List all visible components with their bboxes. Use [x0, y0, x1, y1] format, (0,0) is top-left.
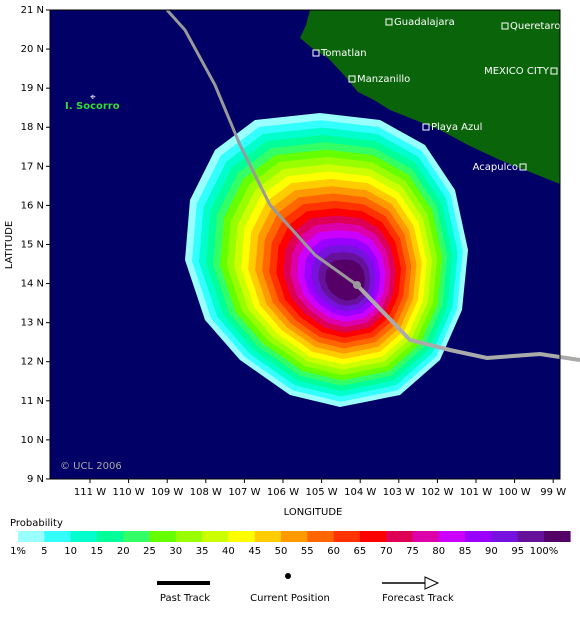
y-tick-label: 20 N: [21, 44, 44, 55]
y-tick-label: 19 N: [21, 83, 44, 94]
colorbar-label: 55: [301, 546, 314, 557]
colorbar-label: 65: [354, 546, 367, 557]
y-tick-label: 11 N: [21, 396, 44, 407]
colorbar-label: 75: [406, 546, 419, 557]
colorbar-cell: [465, 531, 492, 542]
y-tick-label: 12 N: [21, 357, 44, 368]
x-tick-label: 100 W: [499, 487, 531, 498]
place-label: Queretaro: [510, 21, 560, 32]
y-tick-label: 18 N: [21, 122, 44, 133]
colorbar-cell: [359, 531, 387, 542]
past-track: [165, 8, 358, 287]
legend-title: Probability: [10, 518, 63, 529]
forecast-key-arrow: [424, 576, 440, 590]
colorbar-label: 10: [64, 546, 77, 557]
x-tick-label: 106 W: [267, 487, 299, 498]
place-marker: [348, 75, 356, 83]
y-tick-label: 17 N: [21, 161, 44, 172]
colorbar-cell: [412, 531, 440, 542]
colorbar-label: 95: [511, 546, 524, 557]
position-key: [285, 573, 291, 579]
y-tick-label: 9 N: [27, 474, 44, 485]
credit: © UCL 2006: [60, 461, 122, 472]
x-tick-label: 103 W: [383, 487, 415, 498]
colorbar-cell: [544, 531, 571, 542]
place-marker: [385, 18, 393, 26]
place-marker: [312, 49, 320, 57]
colorbar-cell: [254, 531, 282, 542]
colorbar-label: 70: [380, 546, 393, 557]
x-tick-label: 105 W: [306, 487, 338, 498]
x-tick-label: 111 W: [74, 487, 106, 498]
colorbar-label: 5: [41, 546, 47, 557]
x-tick-label: 110 W: [113, 487, 145, 498]
colorbar-cell: [70, 531, 98, 542]
y-tick-label: 16 N: [21, 200, 44, 211]
place-label: Playa Azul: [431, 122, 482, 133]
colorbar-label: 15: [91, 546, 104, 557]
y-tick-label: 14 N: [21, 279, 44, 290]
colorbar-cell: [333, 531, 361, 542]
y-axis-label: LATITUDE: [4, 221, 15, 269]
colorbar-label: 20: [117, 546, 130, 557]
colorbar-cell: [202, 531, 229, 542]
colorbar-cell: [44, 531, 71, 542]
colorbar-cell: [18, 531, 45, 542]
colorbar-label: 100%: [530, 546, 559, 557]
colorbar-cell: [517, 531, 545, 542]
colorbar-label: 85: [459, 546, 472, 557]
place-marker: [550, 67, 558, 75]
x-tick-label: 107 W: [228, 487, 260, 498]
colorbar-cell: [96, 531, 124, 542]
colorbar-cell: [228, 531, 255, 542]
place-label: Tomatlan: [320, 48, 367, 59]
y-tick-label: 21 N: [21, 5, 44, 16]
x-tick-label: 101 W: [460, 487, 492, 498]
legend-current: Current Position: [250, 593, 330, 604]
colorbar-label: 45: [248, 546, 261, 557]
y-tick-label: 15 N: [21, 239, 44, 250]
colorbar-cell: [123, 531, 150, 542]
land: [300, 10, 560, 184]
place-marker: [422, 123, 430, 131]
legend-past: Past Track: [160, 593, 210, 604]
y-tick-label: 13 N: [21, 318, 44, 329]
island-label: I. Socorro: [65, 101, 120, 112]
colorbar-cell: [149, 531, 177, 542]
place-marker: [501, 22, 509, 30]
colorbar-cell: [175, 531, 203, 542]
colorbar-cell: [438, 531, 466, 542]
colorbar-label: 40: [222, 546, 235, 557]
place-label: Manzanillo: [357, 74, 410, 85]
colorbar-label: 35: [196, 546, 209, 557]
colorbar-label: 60: [327, 546, 340, 557]
colorbar-cell: [307, 531, 334, 542]
x-tick-label: 104 W: [344, 487, 376, 498]
x-axis-label: LONGITUDE: [284, 507, 343, 518]
forecast-track: [355, 283, 580, 362]
place-marker: [519, 163, 527, 171]
colorbar-cell: [491, 531, 518, 542]
x-tick-label: 99 W: [540, 487, 566, 498]
y-tick-label: 10 N: [21, 435, 44, 446]
colorbar-label: 1%: [10, 546, 26, 557]
place-label: MEXICO CITY: [484, 66, 550, 77]
x-tick-label: 108 W: [190, 487, 222, 498]
colorbar-cell: [281, 531, 308, 542]
x-tick-label: 109 W: [151, 487, 183, 498]
colorbar-label: 80: [432, 546, 445, 557]
legend-forecast: Forecast Track: [382, 593, 454, 604]
colorbar-label: 30: [169, 546, 182, 557]
place-label: Acapulco: [473, 162, 518, 173]
current-position: [353, 281, 361, 289]
colorbar-label: 50: [275, 546, 288, 557]
colorbar-label: 90: [485, 546, 498, 557]
place-label: Guadalajara: [394, 17, 455, 28]
colorbar-cell: [386, 531, 413, 542]
x-tick-label: 102 W: [421, 487, 453, 498]
colorbar-label: 25: [143, 546, 156, 557]
island-symbol: ⌖: [90, 92, 96, 103]
